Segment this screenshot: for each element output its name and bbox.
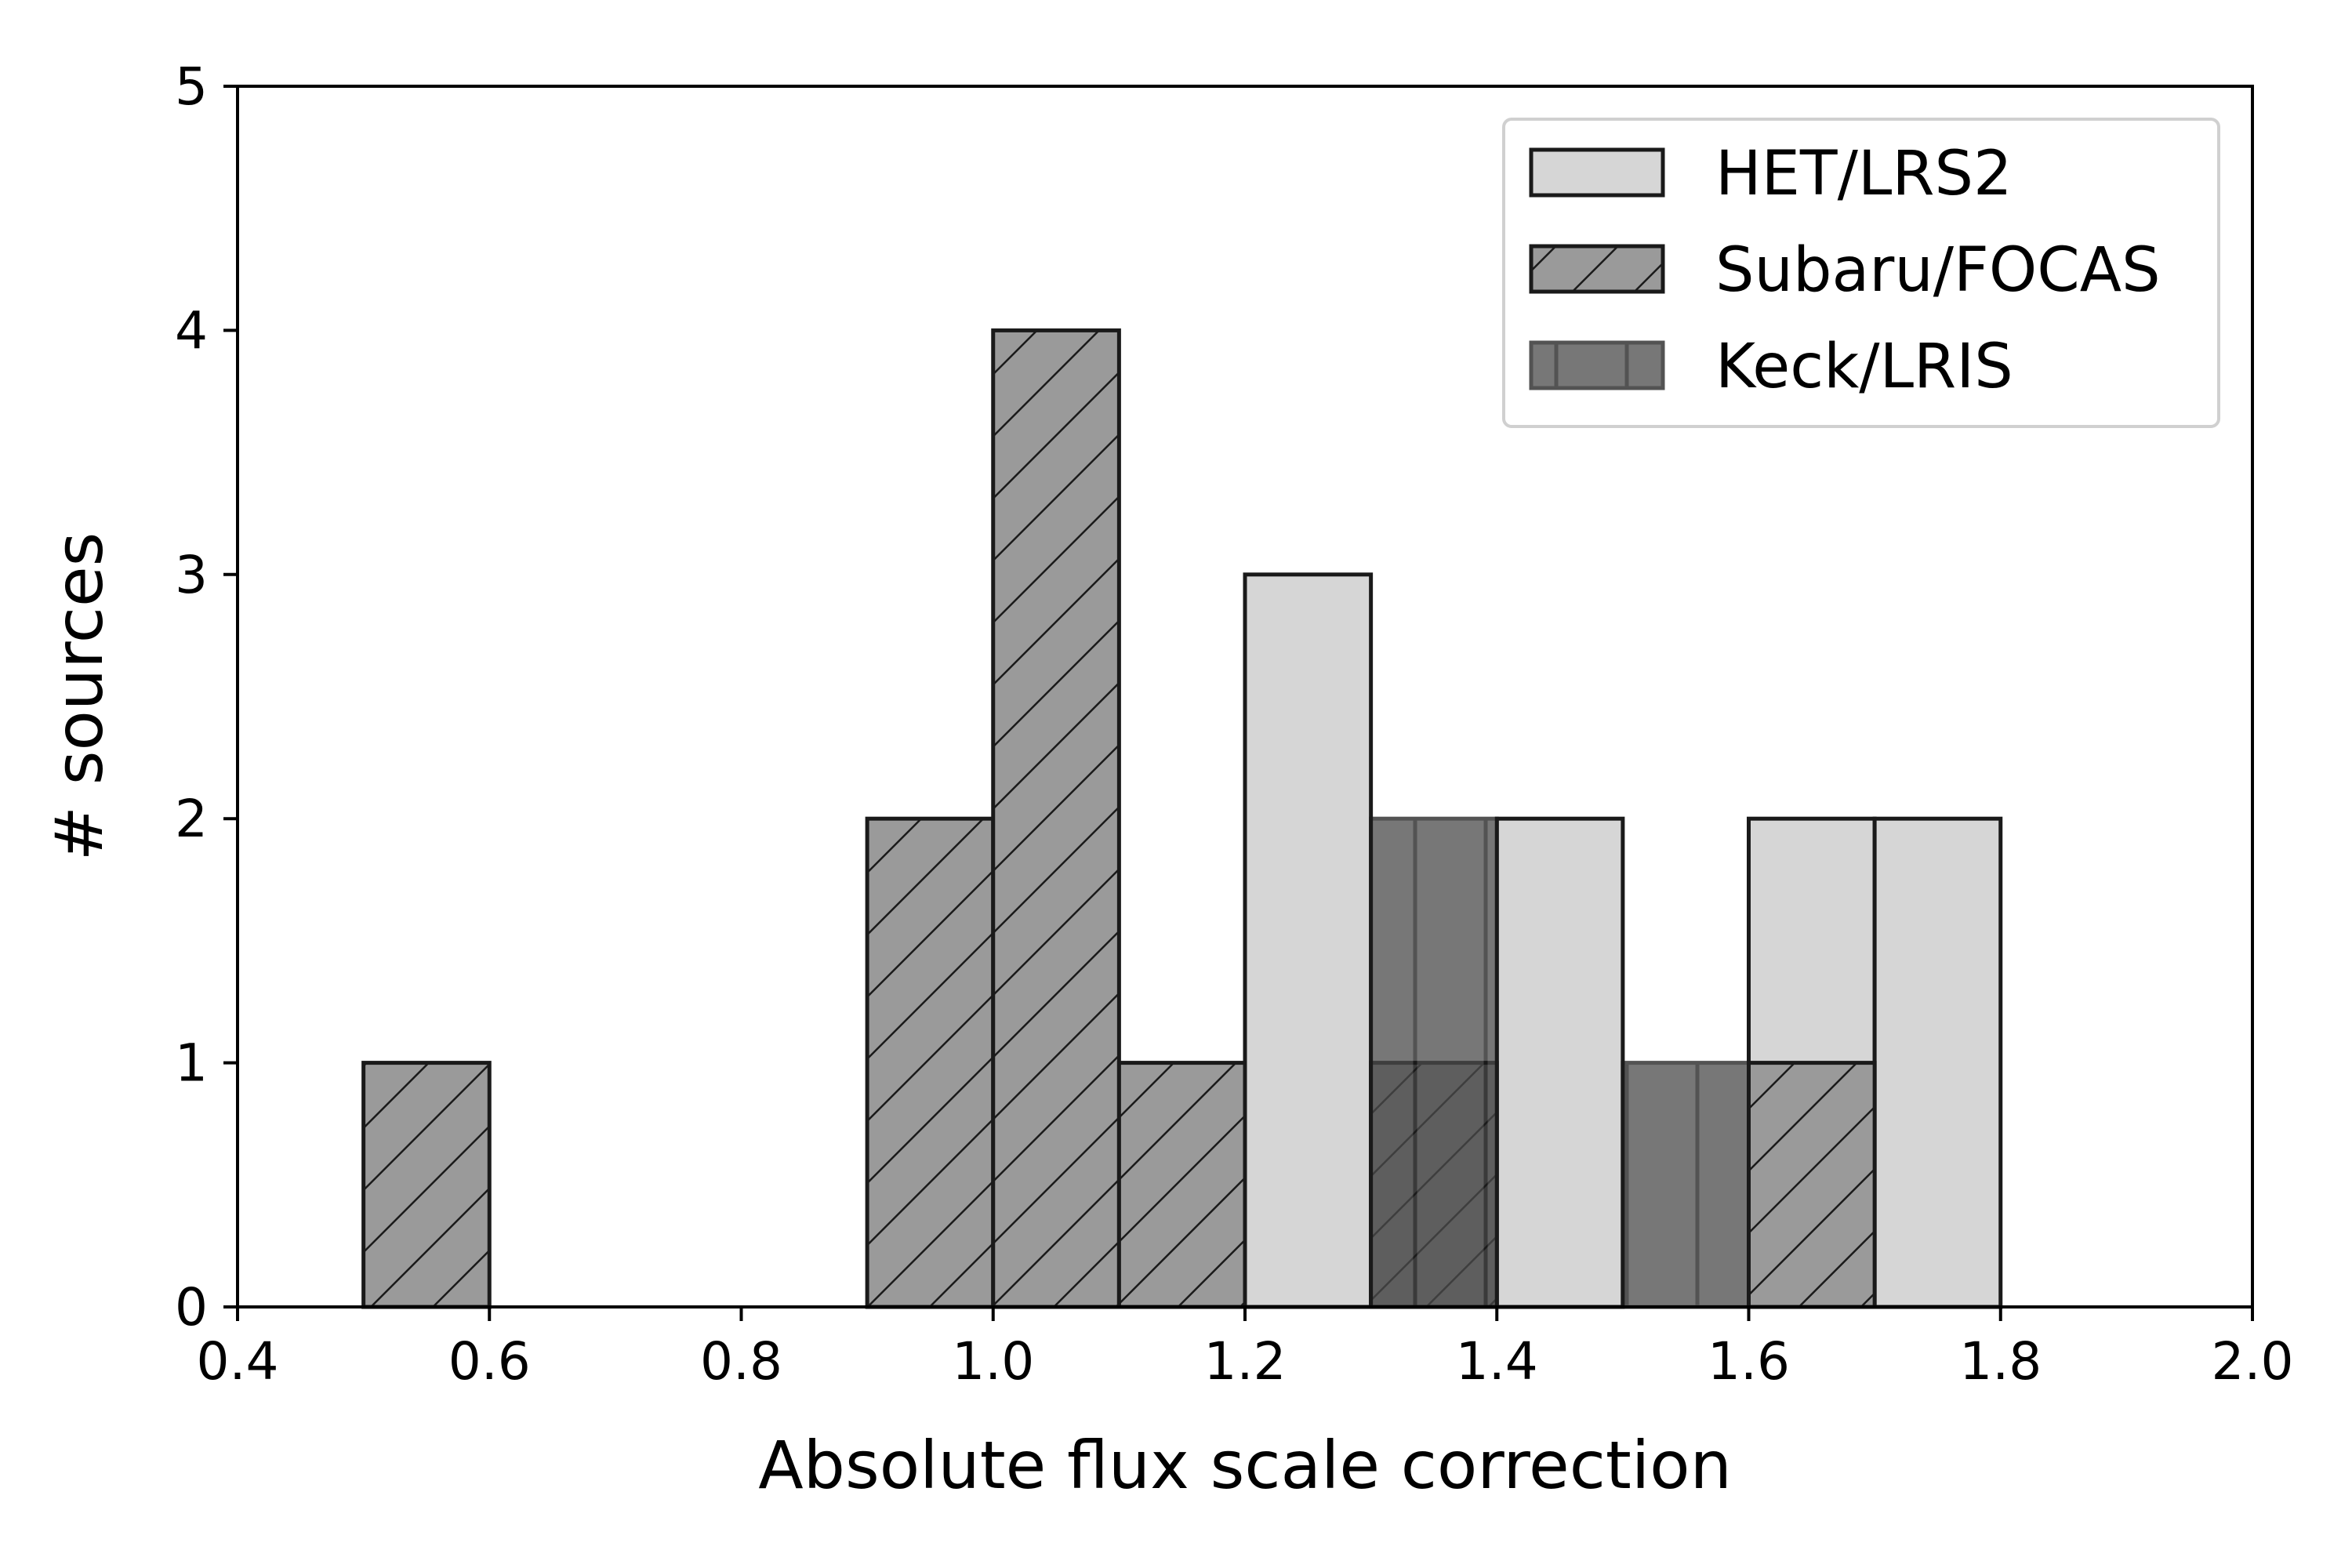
x-axis-title: Absolute flux scale correction bbox=[758, 1427, 1732, 1504]
legend-box bbox=[1502, 118, 2220, 428]
x-tick-label: 2.0 bbox=[2212, 1331, 2294, 1392]
bar-0-1 bbox=[1497, 818, 1623, 1307]
bar-hatch-1-1 bbox=[867, 818, 993, 1307]
series-keck-lris bbox=[1369, 816, 1751, 1309]
x-tick-label: 1.4 bbox=[1456, 1331, 1538, 1392]
bar-hatch-1-3 bbox=[1119, 1062, 1245, 1307]
y-tick-label: 5 bbox=[175, 56, 208, 117]
y-axis-title: # sources bbox=[41, 532, 118, 862]
legend-swatch-edge bbox=[1529, 244, 1665, 294]
y-tick-label: 1 bbox=[175, 1033, 208, 1094]
bar-hatch-1-0 bbox=[363, 1062, 490, 1307]
y-tick-label: 4 bbox=[175, 300, 208, 361]
bars-layer bbox=[361, 328, 2003, 1309]
bar-0-3 bbox=[1875, 818, 2001, 1307]
bar-hatch-1-5 bbox=[1748, 1062, 1875, 1307]
legend-swatch-edge bbox=[1529, 340, 1665, 390]
legend-entry bbox=[1529, 147, 1665, 198]
x-axis: 0.4 0.6 0.8 1.0 1.2 1.4 1.6 1.8 2.0 bbox=[197, 1307, 2294, 1392]
legend-entry bbox=[1529, 340, 1665, 390]
legend-swatch bbox=[1531, 150, 1663, 195]
y-tick-label: 3 bbox=[175, 545, 208, 605]
x-tick-label: 0.4 bbox=[197, 1331, 279, 1392]
bar-0-0 bbox=[1245, 574, 1371, 1307]
legend-label: Subaru/FOCAS bbox=[1715, 235, 2161, 306]
bar-hatch-1-2 bbox=[993, 330, 1120, 1307]
x-tick-label: 0.6 bbox=[448, 1331, 531, 1392]
legend-label: Keck/LRIS bbox=[1715, 332, 2013, 402]
x-tick-label: 1.8 bbox=[1959, 1331, 2042, 1392]
bar-hatch-2-1 bbox=[1622, 1062, 1749, 1307]
legend-swatch-hatch bbox=[1531, 246, 1663, 292]
x-tick-label: 0.8 bbox=[700, 1331, 782, 1392]
bar-hatch-2-0 bbox=[1370, 818, 1497, 1307]
legend-entry bbox=[1529, 244, 1665, 294]
legend-swatch-edge bbox=[1529, 147, 1665, 198]
y-axis: 0 1 2 3 4 5 bbox=[175, 56, 238, 1338]
x-tick-label: 1.2 bbox=[1204, 1331, 1287, 1392]
legend: HET/LRS2 Subaru/FOCAS Keck/LRIS bbox=[1502, 118, 2220, 428]
x-tick-label: 1.6 bbox=[1708, 1331, 1790, 1392]
x-tick-label: 1.0 bbox=[952, 1331, 1034, 1392]
y-tick-label: 2 bbox=[175, 789, 208, 849]
series-subaru-focas bbox=[361, 328, 1877, 1309]
legend-swatch-hatch bbox=[1531, 343, 1663, 388]
legend-label: HET/LRS2 bbox=[1715, 139, 2013, 209]
y-tick-label: 0 bbox=[175, 1277, 208, 1338]
